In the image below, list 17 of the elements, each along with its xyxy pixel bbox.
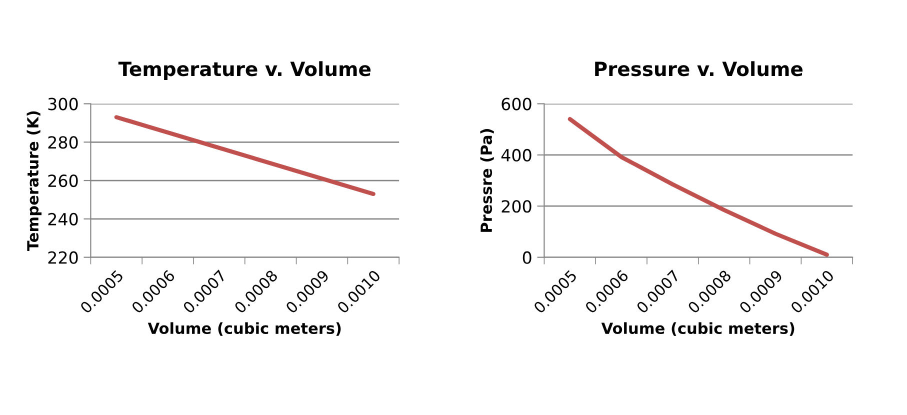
x-axis-title: Volume (cubic meters) [601,322,794,336]
y-axis-title: Temperature (K) [26,111,42,251]
chart-title: Temperature v. Volume [118,61,371,80]
y-tick-label: 280 [48,136,78,149]
y-tick-label: 0 [522,251,532,264]
y-tick-label: 300 [48,98,78,110]
x-axis-title: Volume (cubic meters) [148,322,341,336]
y-tick-label: 240 [48,212,78,226]
y-tick-label: 260 [48,174,78,188]
y-axis-title: Pressre (Pa) [480,129,494,232]
line-series [114,115,376,196]
y-tick-label: 400 [501,148,532,162]
line-series [568,117,829,257]
y-tick-label: 200 [502,200,532,213]
y-tick-label: 220 [48,251,78,264]
y-tick-label: 600 [502,98,532,110]
chart-title: Pressure v. Volume [595,61,803,76]
